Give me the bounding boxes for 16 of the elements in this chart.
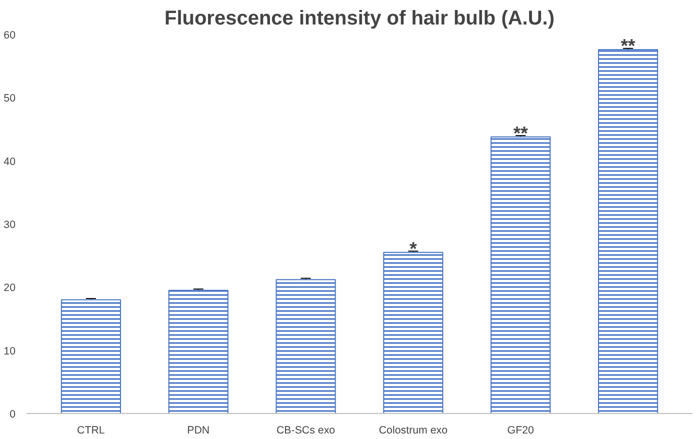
annotation: ** bbox=[513, 122, 529, 144]
x-tick-label: CTRL bbox=[77, 424, 105, 436]
y-tick-label: 10 bbox=[4, 345, 16, 358]
annotation: ** bbox=[620, 35, 636, 56]
chart-title: Fluorescence intensity of hair bulb (A.U.) bbox=[164, 8, 555, 30]
x-tick-label: CB-SCs exo bbox=[276, 424, 336, 436]
x-tick-label: PDN bbox=[187, 424, 210, 436]
y-tick-label: 50 bbox=[4, 92, 16, 105]
y-tick-label: 0 bbox=[10, 408, 16, 420]
annotation: * bbox=[410, 238, 418, 259]
x-tick-label: GF20 bbox=[507, 424, 534, 436]
x-tick-label: Colostrum exo bbox=[378, 424, 448, 436]
y-tick-label: 30 bbox=[4, 219, 16, 231]
y-tick-label: 20 bbox=[4, 282, 16, 294]
y-tick-label: 60 bbox=[4, 30, 16, 42]
y-tick-label: 40 bbox=[4, 156, 16, 168]
